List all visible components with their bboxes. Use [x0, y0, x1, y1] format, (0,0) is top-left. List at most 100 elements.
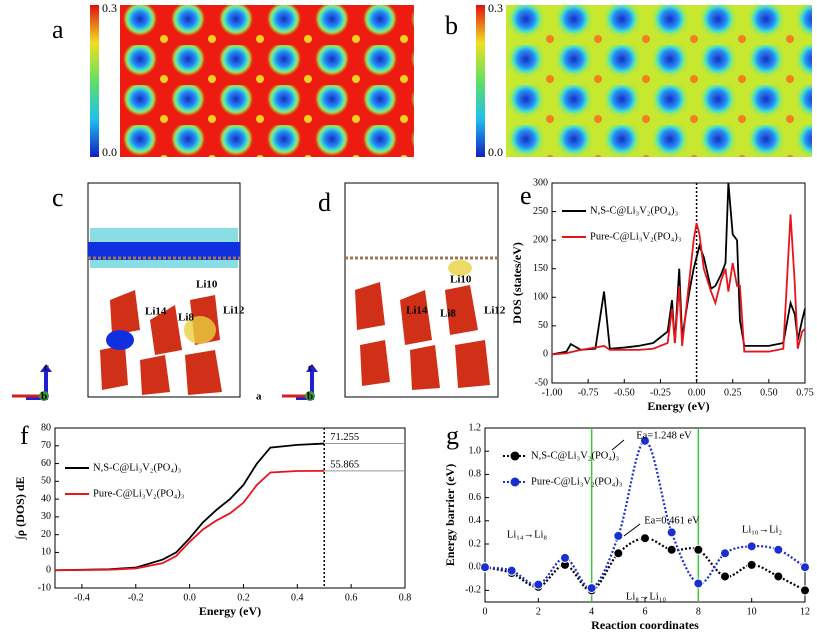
y-tick-label: 0 [46, 565, 51, 576]
point [746, 541, 757, 552]
point [720, 571, 730, 582]
axis-label: b [41, 391, 47, 403]
heatmap [506, 5, 812, 157]
x-tick-label: 4 [589, 606, 594, 617]
panel-label: c [52, 183, 64, 212]
point [773, 571, 784, 582]
x-tick-label: 0.75 [796, 387, 814, 398]
legend-label: Pure-C@Li₃V₂(PO₄)₃ [590, 231, 682, 242]
series-line [551, 214, 806, 356]
x-tick-label: 0.25 [724, 387, 742, 398]
y-tick-label: 0.6 [469, 492, 482, 503]
x-tick-label: 8 [696, 606, 701, 617]
y-tick-label: 1.2 [469, 422, 482, 433]
y-tick-label: 250 [533, 206, 548, 217]
point [640, 533, 650, 544]
y-tick-label: 60 [41, 458, 51, 469]
annotation: Ea=1.248 eV [636, 430, 692, 441]
colorbar-max: 0.3 [488, 1, 503, 15]
series-line [54, 442, 325, 572]
x-axis-label: Reaction coordinates [591, 618, 699, 632]
axis-label: a [256, 391, 262, 403]
x-tick-label: 0.0 [183, 592, 196, 603]
atom-label: Li10 [196, 279, 218, 291]
y-tick-label: 100 [533, 292, 548, 303]
y-tick-label: 10 [41, 547, 51, 558]
y-tick-label: 1.0 [469, 445, 482, 456]
annotation: Li₁₄→Li₈ [507, 529, 547, 540]
y-tick-label: 150 [533, 263, 548, 274]
y-axis-label: DOS (states/eV) [510, 242, 524, 324]
atom-label: Li14 [406, 305, 428, 317]
y-tick-label: 40 [41, 493, 51, 504]
axis-label: c [308, 362, 313, 374]
x-tick-label: -0.4 [74, 592, 90, 603]
point [693, 544, 704, 555]
x-axis-label: Energy (eV) [647, 399, 709, 413]
colorbar-max: 0.3 [102, 1, 117, 15]
axis-label: b [307, 391, 313, 403]
point [640, 435, 650, 446]
legend-label: N,S-C@Li₃V₂(PO₄)₃ [531, 450, 620, 461]
annotation: Ea=0.461 eV [644, 515, 700, 526]
x-tick-label: -0.75 [578, 387, 599, 398]
panel-label: g [446, 421, 459, 450]
x-tick-label: 12 [800, 606, 810, 617]
x-tick-label: -0.25 [650, 387, 671, 398]
point [560, 552, 570, 563]
panel-label: e [520, 181, 532, 210]
heatmap [120, 5, 414, 157]
annotation: 55.865 [330, 459, 359, 470]
point [746, 559, 757, 570]
atom-label: Li8 [440, 308, 456, 320]
series-line [551, 182, 806, 356]
legend-label: N,S-C@Li₃V₂(PO₄)₃ [93, 462, 182, 473]
legend-marker [510, 477, 520, 487]
axis-label: c [44, 362, 49, 374]
plot-frame [54, 427, 406, 589]
x-tick-label: -1.00 [542, 387, 563, 398]
x-tick-label: 6 [643, 606, 648, 617]
x-tick-label: 0.8 [399, 592, 412, 603]
point [800, 585, 810, 596]
y-tick-label: 200 [533, 234, 548, 245]
annotation: Li₈→Li₁₀ [626, 591, 666, 602]
atom-label: Li14 [145, 306, 167, 318]
colorbar-min: 0.0 [488, 145, 503, 159]
annotation: 71.255 [330, 432, 359, 443]
point [506, 565, 517, 576]
panel-label: a [52, 15, 64, 44]
point [800, 562, 810, 573]
x-axis-label: Energy (eV) [199, 604, 261, 618]
colorbar-min: 0.0 [102, 145, 117, 159]
point [613, 548, 624, 559]
annotation-arrow [623, 523, 641, 537]
atom-label: Li12 [484, 305, 506, 317]
panel-label: d [318, 188, 331, 217]
y-tick-label: 0.8 [469, 469, 482, 480]
point [666, 544, 677, 555]
x-tick-label: 0.4 [291, 592, 304, 603]
point [586, 583, 597, 594]
point [533, 579, 544, 590]
legend-label: Pure-C@Li₃V₂(PO₄)₃ [93, 488, 185, 499]
y-tick-label: -50 [535, 377, 548, 388]
y-tick-label: 300 [533, 177, 548, 188]
panel-label: f [20, 421, 29, 450]
structure [282, 182, 499, 401]
point [480, 562, 490, 573]
x-tick-label: 0.2 [237, 592, 250, 603]
annotation-arrow [611, 439, 625, 451]
point [720, 548, 730, 559]
y-tick-label: 30 [41, 511, 51, 522]
legend-label: N,S-C@Li₃V₂(PO₄)₃ [590, 205, 679, 216]
point [666, 527, 677, 538]
y-tick-label: 50 [538, 320, 548, 331]
series-line [54, 470, 325, 572]
y-tick-label: 0.2 [469, 538, 482, 549]
point [693, 578, 704, 589]
y-axis-label: ∫ρ (DOS) dE [13, 476, 27, 540]
point [773, 544, 784, 555]
